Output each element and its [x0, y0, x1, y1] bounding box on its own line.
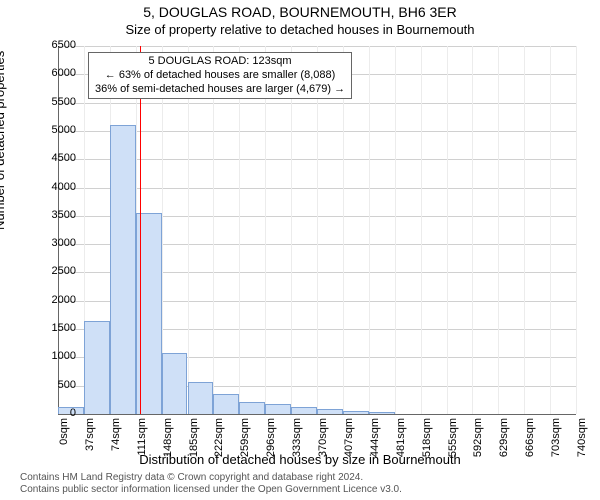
gridline-v [498, 46, 499, 414]
x-tick-label: 444sqm [369, 418, 381, 462]
footer-line-1: Contains HM Land Registry data © Crown c… [20, 472, 590, 484]
histogram-bar [188, 382, 214, 414]
y-tick-label: 4000 [36, 181, 76, 193]
info-box-line: ← 63% of detached houses are smaller (8,… [95, 69, 345, 83]
x-axis-line [58, 414, 576, 415]
x-tick-label: 629sqm [498, 418, 510, 462]
y-tick-label: 500 [36, 379, 76, 391]
y-tick-label: 2000 [36, 294, 76, 306]
gridline-v [524, 46, 525, 414]
main-title: 5, DOUGLAS ROAD, BOURNEMOUTH, BH6 3ER [0, 4, 600, 20]
chart-container: 5, DOUGLAS ROAD, BOURNEMOUTH, BH6 3ER Si… [0, 0, 600, 500]
gridline-v [576, 46, 577, 414]
y-tick-label: 1000 [36, 350, 76, 362]
x-tick-label: 703sqm [550, 418, 562, 462]
histogram-bar [369, 412, 395, 414]
y-tick-label: 6000 [36, 67, 76, 79]
x-tick-label: 740sqm [576, 418, 588, 462]
x-tick-label: 37sqm [84, 418, 96, 462]
info-box-line: 5 DOUGLAS ROAD: 123sqm [95, 55, 345, 69]
gridline-v [213, 46, 214, 414]
gridline-v [265, 46, 266, 414]
x-tick-label: 333sqm [291, 418, 303, 462]
x-tick-label: 148sqm [162, 418, 174, 462]
histogram-bar [213, 394, 239, 414]
x-tick-label: 74sqm [110, 418, 122, 462]
histogram-bar [84, 321, 110, 414]
gridline-v [447, 46, 448, 414]
y-tick-label: 3000 [36, 237, 76, 249]
y-tick-label: 0 [36, 407, 76, 419]
histogram-bar [110, 125, 136, 414]
histogram-bar [291, 407, 317, 414]
gridline-v [472, 46, 473, 414]
gridline-v [550, 46, 551, 414]
x-tick-label: 518sqm [421, 418, 433, 462]
histogram-bar [343, 411, 369, 414]
x-tick-label: 185sqm [188, 418, 200, 462]
histogram-bar [239, 402, 265, 414]
gridline-v [317, 46, 318, 414]
y-axis-label: Number of detached properties [0, 51, 7, 230]
x-tick-label: 592sqm [472, 418, 484, 462]
y-tick-label: 1500 [36, 322, 76, 334]
x-tick-label: 370sqm [317, 418, 329, 462]
footer-line-2: Contains public sector information licen… [20, 484, 590, 496]
gridline-v [395, 46, 396, 414]
x-tick-label: 0sqm [58, 418, 70, 462]
gridline-v [369, 46, 370, 414]
marker-line [140, 46, 141, 414]
histogram-bar [317, 409, 343, 414]
histogram-bar [162, 353, 188, 414]
x-tick-label: 666sqm [524, 418, 536, 462]
x-tick-label: 481sqm [395, 418, 407, 462]
x-tick-label: 296sqm [265, 418, 277, 462]
gridline-v [343, 46, 344, 414]
info-box-line: 36% of semi-detached houses are larger (… [95, 83, 345, 97]
histogram-bar [265, 404, 291, 414]
x-tick-label: 222sqm [213, 418, 225, 462]
y-tick-label: 5000 [36, 124, 76, 136]
plot-area [58, 46, 576, 414]
gridline-v [421, 46, 422, 414]
gridline-v [291, 46, 292, 414]
x-tick-label: 407sqm [343, 418, 355, 462]
y-tick-label: 4500 [36, 152, 76, 164]
gridline-v [188, 46, 189, 414]
x-tick-label: 555sqm [447, 418, 459, 462]
info-box: 5 DOUGLAS ROAD: 123sqm← 63% of detached … [88, 52, 352, 99]
y-tick-label: 3500 [36, 209, 76, 221]
x-tick-label: 259sqm [239, 418, 251, 462]
y-tick-label: 6500 [36, 39, 76, 51]
gridline-v [239, 46, 240, 414]
y-tick-label: 5500 [36, 96, 76, 108]
x-tick-label: 111sqm [136, 418, 148, 462]
y-tick-label: 2500 [36, 265, 76, 277]
footer: Contains HM Land Registry data © Crown c… [20, 472, 590, 496]
subtitle: Size of property relative to detached ho… [0, 22, 600, 37]
